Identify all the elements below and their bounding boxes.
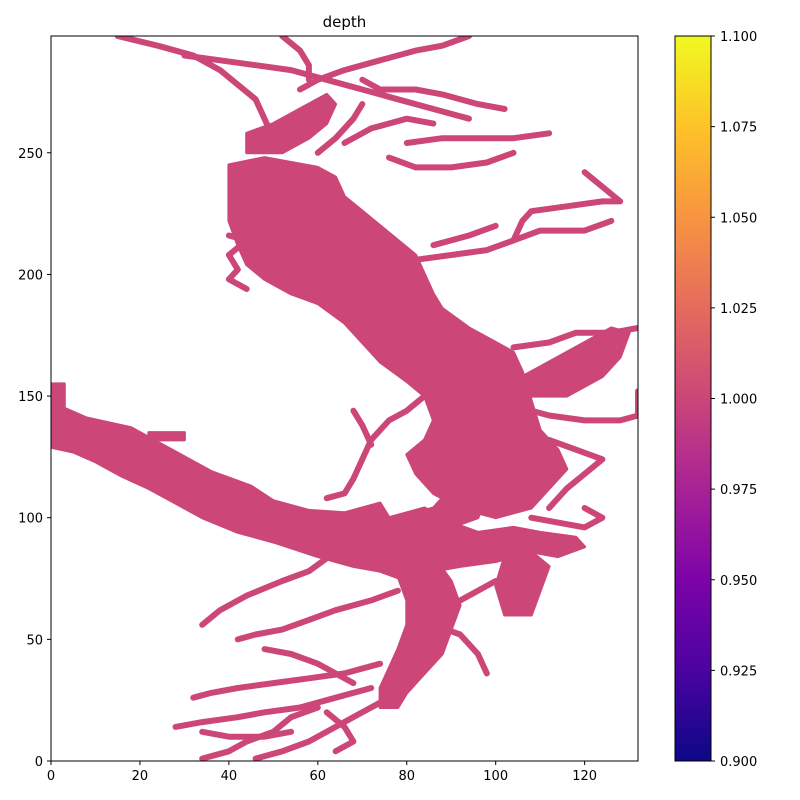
water-region bbox=[51, 382, 587, 583]
colorbar-tick-label: 0.925 bbox=[720, 664, 757, 679]
colorbar-tick-label: 1.000 bbox=[720, 393, 757, 408]
y-tick-label: 250 bbox=[18, 147, 43, 162]
water-channel bbox=[510, 324, 638, 351]
water-channel bbox=[252, 694, 392, 761]
water-channel bbox=[421, 578, 499, 633]
water-channel bbox=[546, 436, 606, 511]
water-channel bbox=[528, 505, 606, 531]
water-channel bbox=[314, 101, 366, 156]
x-tick-label: 0 bbox=[47, 769, 55, 784]
water-channel bbox=[430, 222, 499, 249]
x-tick-label: 80 bbox=[398, 769, 415, 784]
water-channel bbox=[199, 728, 295, 740]
water-channel bbox=[386, 149, 517, 171]
water-channel bbox=[510, 388, 638, 424]
plot-area: 0 20 40 60 80 100 120 0 50 100 150 200 250 bbox=[18, 35, 639, 784]
x-tick-label: 60 bbox=[310, 769, 327, 784]
x-tick-label: 20 bbox=[132, 769, 149, 784]
water-region bbox=[245, 92, 338, 155]
water-channel bbox=[114, 36, 277, 142]
colorbar-tick-label: 0.950 bbox=[720, 574, 757, 589]
water-channel bbox=[297, 36, 472, 93]
water-channel bbox=[403, 130, 553, 146]
x-tick-label: 100 bbox=[483, 769, 508, 784]
colorbar-gradient bbox=[675, 36, 711, 761]
colorbar-ticks: 0.900 0.925 0.950 0.975 1.000 1.025 1.050 1.075… bbox=[711, 30, 757, 770]
water-channel bbox=[359, 76, 508, 112]
colorbar-tick-label: 0.900 bbox=[720, 755, 757, 770]
water-channel bbox=[181, 52, 472, 122]
water-region bbox=[147, 431, 186, 442]
water-channel bbox=[350, 407, 375, 448]
colorbar-tick-label: 1.100 bbox=[720, 30, 757, 45]
water-region bbox=[227, 156, 569, 520]
colorbar-tick-label: 1.050 bbox=[720, 211, 757, 226]
y-tick-label: 50 bbox=[26, 633, 43, 648]
y-tick-label: 150 bbox=[18, 390, 43, 405]
water-channel bbox=[323, 709, 357, 755]
plot-background bbox=[51, 36, 638, 761]
x-axis: 0 20 40 60 80 100 120 bbox=[47, 761, 597, 784]
water-channel bbox=[190, 660, 384, 701]
y-tick-label: 200 bbox=[18, 268, 43, 283]
water-channel bbox=[279, 36, 312, 83]
water-mask-layer bbox=[51, 36, 638, 761]
water-region bbox=[396, 477, 489, 529]
water-channel bbox=[225, 232, 250, 292]
x-tick-label: 120 bbox=[572, 769, 597, 784]
y-tick-label: 100 bbox=[18, 512, 43, 527]
colorbar-tick-label: 0.975 bbox=[720, 483, 757, 498]
water-channel bbox=[234, 587, 401, 643]
water-channel bbox=[323, 393, 428, 502]
y-tick-label: 0 bbox=[35, 755, 43, 770]
water-channel bbox=[430, 621, 490, 677]
x-tick-label: 40 bbox=[221, 769, 238, 784]
water-channel bbox=[261, 646, 357, 687]
colorbar-tick-label: 1.025 bbox=[720, 302, 757, 317]
plot-frame bbox=[50, 35, 639, 762]
water-channel bbox=[341, 115, 437, 146]
y-axis: 0 50 100 150 200 250 bbox=[18, 147, 51, 770]
colorbar: 0.900 0.925 0.950 0.975 1.000 1.025 1.050 1.075… bbox=[674, 30, 757, 770]
water-channel bbox=[172, 685, 375, 730]
chart-title: depth bbox=[323, 13, 367, 31]
water-channel bbox=[199, 548, 339, 628]
water-channel bbox=[510, 169, 624, 244]
colorbar-tick-label: 1.075 bbox=[720, 121, 757, 136]
